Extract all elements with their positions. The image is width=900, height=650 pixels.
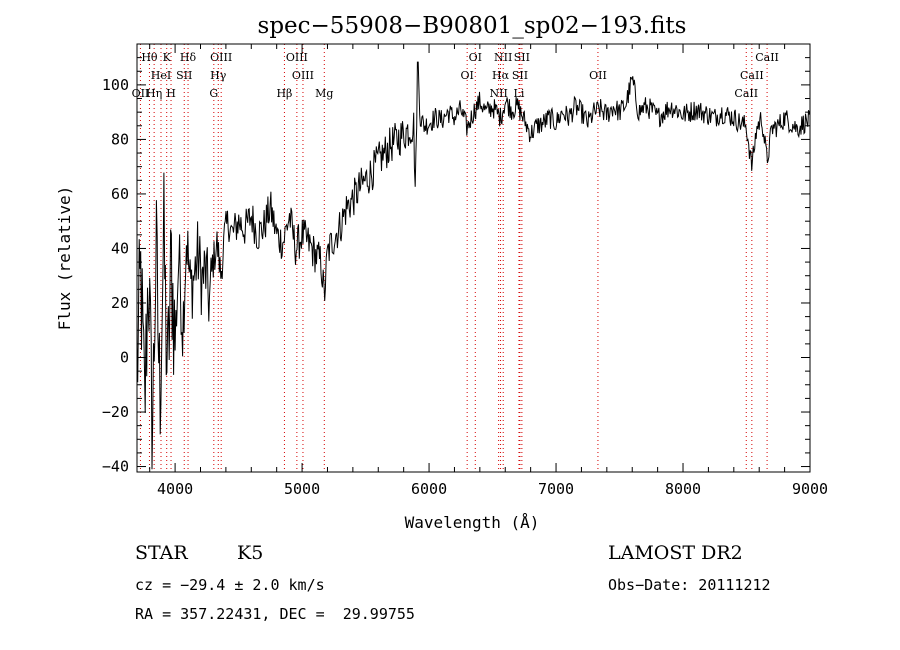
- plot-frame: [136, 43, 811, 473]
- chart-title: spec−55908−B90801_sp02−193.fits: [258, 13, 687, 39]
- line-marker-label-10: SII: [176, 69, 192, 82]
- line-marker-label-12: OIII: [292, 69, 314, 82]
- x-tick-label-2: 6000: [411, 480, 447, 498]
- x-tick-label-1: 5000: [284, 480, 320, 498]
- line-marker-label-5: OI: [469, 51, 482, 64]
- observation-date: Obs−Date: 20111212: [608, 576, 771, 594]
- line-marker-label-1: K: [163, 51, 172, 64]
- x-axis-label: Wavelength (Å): [405, 513, 540, 532]
- line-marker-label-20: H: [166, 87, 176, 100]
- line-marker-label-4: OIII: [286, 51, 308, 64]
- line-marker-label-26: CaII: [734, 87, 758, 100]
- line-marker-label-9: HeI: [151, 69, 171, 82]
- x-tick-label-0: 4000: [157, 480, 193, 498]
- line-marker-label-24: NII: [489, 87, 507, 100]
- line-marker-label-14: Hα: [492, 69, 510, 82]
- line-marker-label-11: Hγ: [210, 69, 227, 82]
- x-tick-label-5: 9000: [792, 480, 828, 498]
- line-marker-label-21: G: [209, 87, 218, 100]
- line-marker-label-7: SII: [514, 51, 530, 64]
- y-tick-label-6: 80: [111, 130, 129, 148]
- y-tick-label-7: 100: [102, 76, 129, 94]
- x-tick-label-4: 8000: [665, 480, 701, 498]
- survey-name: LAMOST DR2: [608, 542, 743, 564]
- object-subclass: K5: [237, 542, 264, 564]
- line-marker-label-6: NII: [494, 51, 512, 64]
- line-marker-label-13: OI: [460, 69, 473, 82]
- y-tick-label-0: −40: [102, 458, 129, 476]
- y-tick-label-3: 20: [111, 294, 129, 312]
- line-marker-label-18: OII: [132, 87, 150, 100]
- y-tick-label-2: 0: [120, 349, 129, 367]
- line-marker-label-16: OII: [589, 69, 607, 82]
- redshift-velocity: cz = −29.4 ± 2.0 km/s: [135, 576, 325, 594]
- x-tick-label-3: 7000: [538, 480, 574, 498]
- y-axis-label: Flux (relative): [55, 186, 74, 331]
- line-marker-label-0: Hθ: [141, 51, 158, 64]
- sky-coordinates: RA = 357.22431, DEC = 29.99755: [135, 605, 415, 623]
- line-marker-label-8: CaII: [755, 51, 779, 64]
- object-class: STAR: [135, 542, 188, 564]
- line-marker-label-19: Hη: [146, 87, 162, 100]
- line-marker-label-2: Hδ: [180, 51, 197, 64]
- line-marker-label-25: Li: [514, 87, 525, 100]
- y-tick-label-5: 60: [111, 185, 129, 203]
- line-marker-label-15: SII: [512, 69, 528, 82]
- spectrum-line: [136, 61, 811, 470]
- line-marker-label-3: OIII: [210, 51, 232, 64]
- y-tick-label-1: −20: [102, 403, 129, 421]
- line-marker-label-23: Mg: [315, 87, 333, 100]
- line-marker-label-17: CaII: [740, 69, 764, 82]
- axes: 4000 5000 6000 7000 8000 9000 −40 −20 0 20 40 60 80 1…: [102, 43, 828, 498]
- line-marker-label-22: Hβ: [276, 87, 292, 100]
- y-tick-label-4: 40: [111, 239, 129, 257]
